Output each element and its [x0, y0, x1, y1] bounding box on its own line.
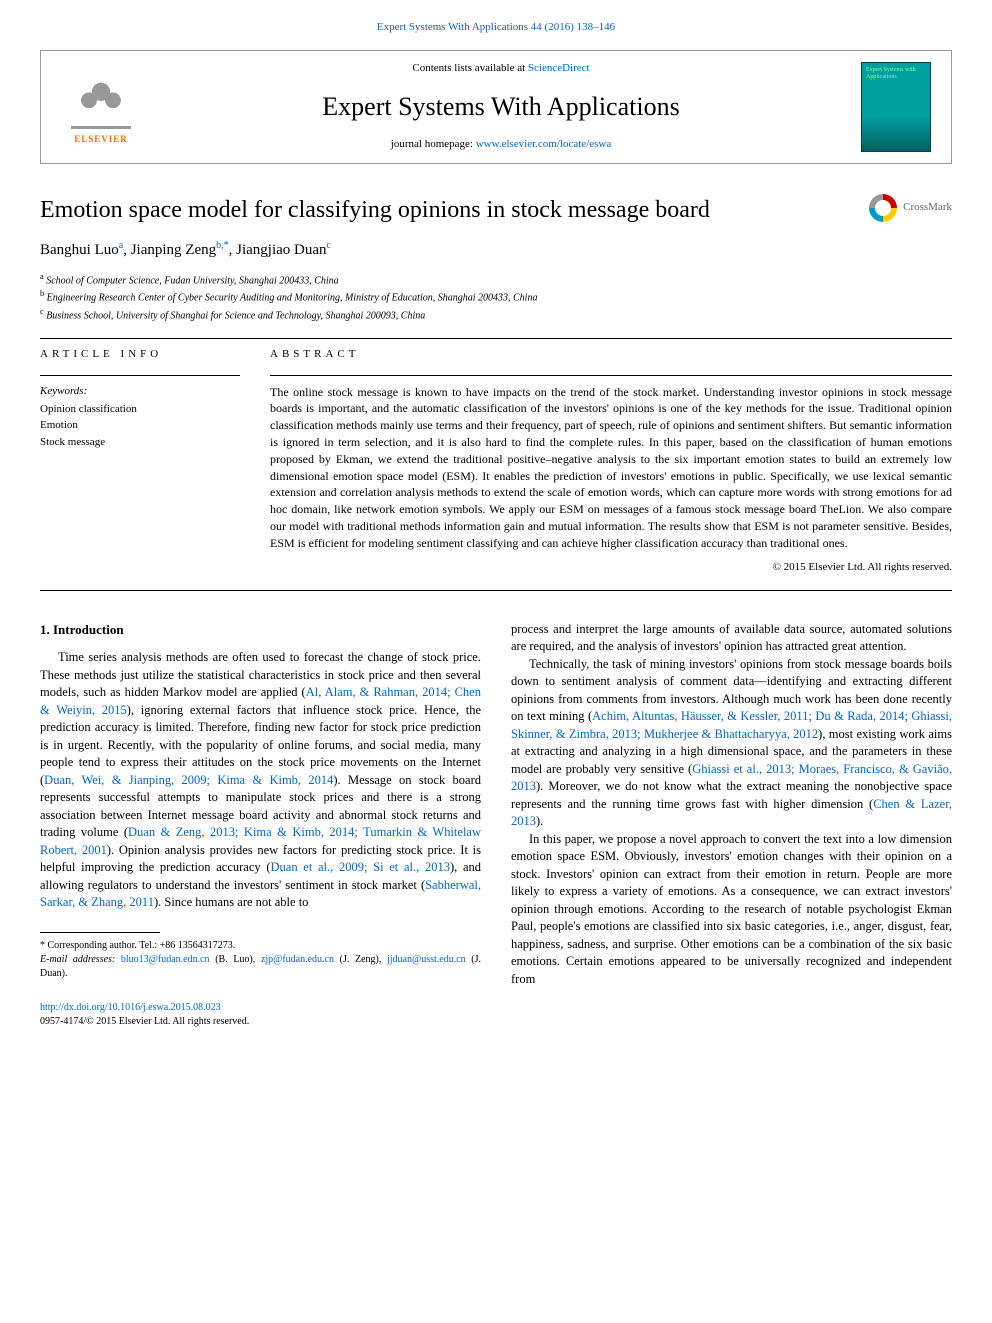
affiliation-b: b Engineering Research Center of Cyber S… [40, 288, 952, 305]
elsevier-label: ELSEVIER [74, 133, 128, 146]
authors-line: Banghui Luoa, Jianping Zengb,*, Jiangjia… [40, 239, 952, 261]
abstract-copyright: © 2015 Elsevier Ltd. All rights reserved… [270, 560, 952, 575]
footnote-separator [40, 932, 160, 933]
abstract-column: ABSTRACT The online stock message is kno… [270, 347, 952, 575]
rule-abstract [270, 375, 952, 376]
author-1-aff[interactable]: a [119, 240, 123, 251]
intro-para-1-continued: process and interpret the large amounts … [511, 621, 952, 656]
author-3: Jiangjiao Duan [236, 242, 326, 258]
email-addresses: E-mail addresses: bluo13@fudan.edn.cn (B… [40, 953, 481, 981]
keyword-2: Emotion [40, 417, 240, 434]
homepage-line: journal homepage: www.elsevier.com/locat… [141, 137, 861, 152]
email-zeng[interactable]: zjp@fudan.edu.cn [261, 954, 334, 965]
issn-copyright: 0957-4174/© 2015 Elsevier Ltd. All right… [40, 1016, 249, 1027]
author-2-aff[interactable]: b,* [216, 240, 229, 251]
crossmark-label: CrossMark [903, 200, 952, 215]
keyword-1: Opinion classification [40, 401, 240, 418]
cite-duan-2009[interactable]: Duan, Wei, & Jianping, 2009; Kima & Kimb… [44, 773, 333, 787]
contents-line: Contents lists available at ScienceDirec… [141, 61, 861, 76]
doi-link[interactable]: http://dx.doi.org/10.1016/j.eswa.2015.08… [40, 1002, 221, 1013]
abstract-heading: ABSTRACT [270, 347, 952, 362]
email-luo[interactable]: bluo13@fudan.edn.cn [121, 954, 210, 965]
article-info-column: ARTICLE INFO Keywords: Opinion classific… [40, 347, 240, 575]
cover-title-text: Expert Systems with Applications [866, 67, 926, 80]
keywords-label: Keywords: [40, 384, 240, 399]
journal-cover-thumbnail: Expert Systems with Applications [861, 62, 931, 152]
footnotes: * Corresponding author. Tel.: +86 135643… [40, 939, 481, 981]
keyword-3: Stock message [40, 434, 240, 451]
author-1: Banghui Luo [40, 242, 119, 258]
elsevier-logo: ELSEVIER [61, 62, 141, 152]
crossmark-icon [869, 194, 897, 222]
rule-bottom [40, 590, 952, 591]
sciencedirect-link[interactable]: ScienceDirect [528, 62, 590, 74]
top-citation: Expert Systems With Applications 44 (201… [40, 20, 952, 35]
author-2: Jianping Zeng [131, 242, 216, 258]
info-abstract-row: ARTICLE INFO Keywords: Opinion classific… [40, 347, 952, 575]
corresponding-author-note: * Corresponding author. Tel.: +86 135643… [40, 939, 481, 953]
email-duan[interactable]: jjduan@usst.edu.cn [387, 954, 466, 965]
rule-top [40, 338, 952, 339]
affiliation-c: c Business School, University of Shangha… [40, 306, 952, 323]
elsevier-tree-icon [71, 69, 131, 129]
abstract-text: The online stock message is known to hav… [270, 384, 952, 552]
affiliation-a: a School of Computer Science, Fudan Univ… [40, 271, 952, 288]
rule-info [40, 375, 240, 376]
left-column-footer: * Corresponding author. Tel.: +86 135643… [40, 932, 481, 1029]
main-body: 1. Introduction Time series analysis met… [40, 621, 952, 1029]
contents-prefix: Contents lists available at [412, 62, 527, 74]
keywords-list: Opinion classification Emotion Stock mes… [40, 401, 240, 451]
section-1-heading: 1. Introduction [40, 621, 481, 639]
header-center: Contents lists available at ScienceDirec… [141, 61, 861, 152]
journal-header: ELSEVIER Contents lists available at Sci… [40, 50, 952, 163]
cite-duan-2009b[interactable]: Duan et al., 2009; Si et al., 2013 [271, 860, 450, 874]
affiliations: a School of Computer Science, Fudan Univ… [40, 271, 952, 323]
homepage-prefix: journal homepage: [391, 138, 476, 150]
citation-link[interactable]: Expert Systems With Applications 44 (201… [377, 21, 615, 33]
article-info-heading: ARTICLE INFO [40, 347, 240, 362]
intro-para-3: In this paper, we propose a novel approa… [511, 831, 952, 989]
homepage-link[interactable]: www.elsevier.com/locate/eswa [476, 138, 612, 150]
article-title: Emotion space model for classifying opin… [40, 194, 952, 228]
crossmark-badge[interactable]: CrossMark [869, 194, 952, 222]
author-3-aff[interactable]: c [327, 240, 331, 251]
journal-name: Expert Systems With Applications [141, 89, 861, 125]
intro-para-1: Time series analysis methods are often u… [40, 649, 481, 912]
intro-para-2: Technically, the task of mining investor… [511, 656, 952, 831]
doi-block: http://dx.doi.org/10.1016/j.eswa.2015.08… [40, 1001, 481, 1029]
